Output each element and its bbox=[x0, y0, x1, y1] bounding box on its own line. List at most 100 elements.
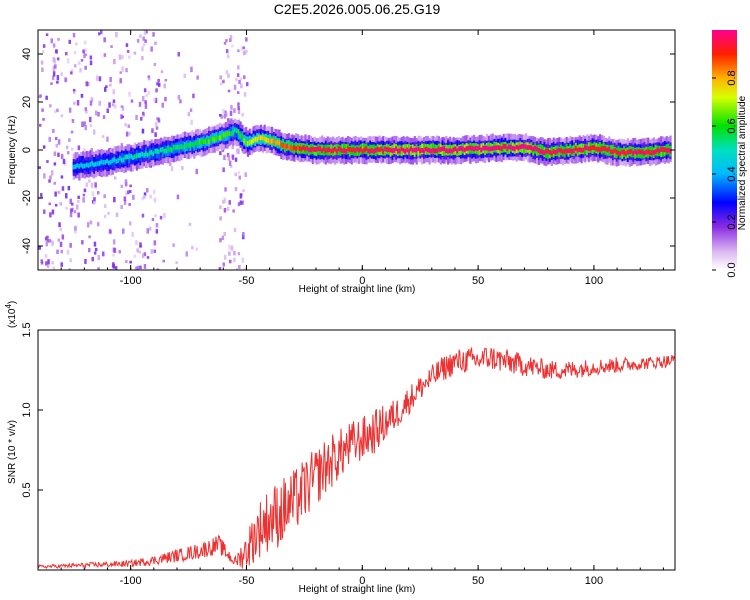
spectrogram-noise-cell bbox=[39, 123, 42, 127]
spectrogram-noise-cell bbox=[59, 227, 62, 232]
spectrogram-noise-cell bbox=[50, 82, 53, 85]
spectrogram-ridge-cell bbox=[360, 146, 363, 152]
spectrogram-ridge-cell bbox=[578, 147, 581, 152]
spectrogram-noise-cell bbox=[170, 166, 174, 172]
spectrogram-noise-cell bbox=[42, 118, 45, 121]
spectrogram-noise-cell bbox=[223, 232, 226, 237]
spectrogram-noise-cell bbox=[73, 90, 76, 95]
spectrogram-ridge-cell bbox=[584, 145, 587, 150]
spectrogram-noise-cell bbox=[61, 186, 65, 191]
spectrogram-noise-cell bbox=[60, 175, 64, 179]
spectrogram-noise-cell bbox=[49, 104, 52, 108]
spectrogram-noise-cell bbox=[228, 251, 231, 256]
spectrogram-noise-cell bbox=[237, 108, 241, 114]
spectrogram-ridge-cell bbox=[284, 144, 287, 149]
spectrogram-ridge-cell bbox=[215, 135, 218, 140]
spectrogram-noise-cell bbox=[89, 116, 92, 123]
spectrogram-noise-cell bbox=[112, 239, 116, 245]
spectrogram-noise-cell bbox=[139, 242, 142, 248]
spectrogram-ridge-cell bbox=[95, 161, 98, 167]
spectrogram-noise-cell bbox=[135, 240, 138, 245]
x-tick-label: 100 bbox=[585, 275, 603, 287]
spectrogram-noise-cell bbox=[223, 41, 227, 45]
spectrogram-ridge-cell bbox=[478, 144, 481, 156]
spectrogram-ridge-cell bbox=[347, 146, 350, 152]
spectrogram-ridge-cell bbox=[337, 146, 340, 152]
spectrogram-ridge-cell bbox=[302, 145, 305, 150]
spectrogram-noise-cell bbox=[233, 257, 236, 263]
spectrogram-noise-cell bbox=[42, 145, 46, 149]
spectrogram-ridge-cell bbox=[621, 149, 624, 155]
spectrogram-noise-cell bbox=[119, 71, 122, 74]
spectrogram-noise-cell bbox=[237, 49, 240, 53]
spectrogram-noise-cell bbox=[54, 110, 57, 114]
spectrogram-ridge-cell bbox=[165, 148, 168, 154]
spectrogram-noise-cell bbox=[112, 254, 115, 257]
spectrogram-ridge-cell bbox=[660, 147, 663, 152]
spectrogram-noise-cell bbox=[114, 104, 117, 109]
spectrogram-noise-cell bbox=[79, 67, 82, 73]
spectrogram-ridge-cell bbox=[382, 148, 385, 154]
spectrogram-noise-cell bbox=[78, 61, 81, 65]
spectrogram-ridge-cell bbox=[586, 145, 589, 151]
spectrogram-noise-cell bbox=[110, 45, 113, 49]
spectrogram-ridge-cell bbox=[133, 154, 137, 160]
spectrogram-ridge-cell bbox=[98, 160, 101, 166]
spectrogram-ridge-cell bbox=[634, 149, 637, 154]
spectrogram-ridge-cell bbox=[428, 148, 431, 153]
spectrogram-ridge-cell bbox=[497, 145, 500, 150]
spectrogram-ridge-cell bbox=[352, 147, 355, 153]
spectrogram-noise-cell bbox=[53, 58, 56, 64]
spectrogram-noise-cell bbox=[242, 46, 246, 50]
spectrogram-ridge-cell bbox=[541, 149, 544, 155]
spectrogram-noise-cell bbox=[103, 53, 107, 57]
spectrogram-ridge-cell bbox=[350, 147, 353, 153]
spectrogram-noise-cell bbox=[132, 194, 135, 200]
spectrogram-ridge-cell bbox=[537, 148, 541, 153]
spectrogram-noise-cell bbox=[51, 261, 54, 265]
spectrogram-ridge-cell bbox=[239, 133, 242, 139]
spectrogram-noise-cell bbox=[73, 51, 77, 55]
spectrogram-noise-cell bbox=[237, 102, 240, 106]
spectrogram-noise-cell bbox=[77, 199, 80, 203]
spectrogram-noise-cell bbox=[121, 66, 124, 72]
spectrogram-ridge-cell bbox=[109, 159, 112, 165]
spectrogram-noise-cell bbox=[245, 37, 248, 42]
spectrogram-noise-cell bbox=[89, 55, 93, 60]
spectrogram-noise-cell bbox=[109, 83, 112, 87]
spectrogram-ridge-cell bbox=[334, 146, 337, 152]
spectrogram-ridge-cell bbox=[272, 138, 276, 143]
spectrogram-ridge-cell bbox=[461, 146, 465, 152]
spectrogram-noise-cell bbox=[237, 106, 240, 110]
spectrogram-noise-cell bbox=[155, 229, 159, 234]
spectrogram-ridge-cell bbox=[80, 162, 83, 168]
spectrogram-ridge-cell bbox=[354, 148, 357, 153]
x-tick-label: -100 bbox=[120, 575, 142, 587]
spectrogram-ridge-cell bbox=[445, 148, 448, 153]
spectrogram-ridge-cell bbox=[198, 139, 201, 145]
spectrogram-noise-cell bbox=[70, 71, 73, 75]
snr-panel: -100 -50 0 50 100 0.5 1.0 1.5 Height of straigh… bbox=[4, 301, 676, 595]
spectrogram-noise-cell bbox=[148, 226, 152, 231]
spectrogram-noise-cell bbox=[152, 189, 156, 194]
spectrogram-noise-cell bbox=[129, 184, 132, 188]
spectrogram-ridge-cell bbox=[287, 144, 290, 150]
spectrogram-ridge-cell bbox=[122, 157, 125, 163]
spectrogram-ridge-cell bbox=[187, 142, 190, 148]
spectrogram-ridge-cell bbox=[174, 145, 177, 150]
spectrogram-ridge-cell bbox=[476, 146, 479, 151]
spectrogram-noise-cell bbox=[50, 170, 54, 176]
spectrogram-ridge-cell bbox=[421, 148, 424, 153]
spectrogram-noise-cell bbox=[141, 46, 144, 52]
spectrogram-noise-cell bbox=[128, 190, 132, 194]
spectrogram-ridge-cell bbox=[465, 146, 468, 152]
spectrogram-noise-cell bbox=[121, 54, 124, 60]
spectrogram-noise-cell bbox=[245, 49, 248, 54]
spectrogram-noise-cell bbox=[76, 204, 79, 210]
spectrogram-noise-cell bbox=[57, 38, 60, 41]
spectrogram-noise-cell bbox=[69, 258, 72, 263]
spectrogram-ridge-cell bbox=[171, 147, 174, 153]
spectrogram-ridge-cell bbox=[415, 147, 418, 153]
spectrogram-ridge-cell bbox=[458, 146, 461, 151]
spectrogram-noise-cell bbox=[125, 190, 128, 196]
